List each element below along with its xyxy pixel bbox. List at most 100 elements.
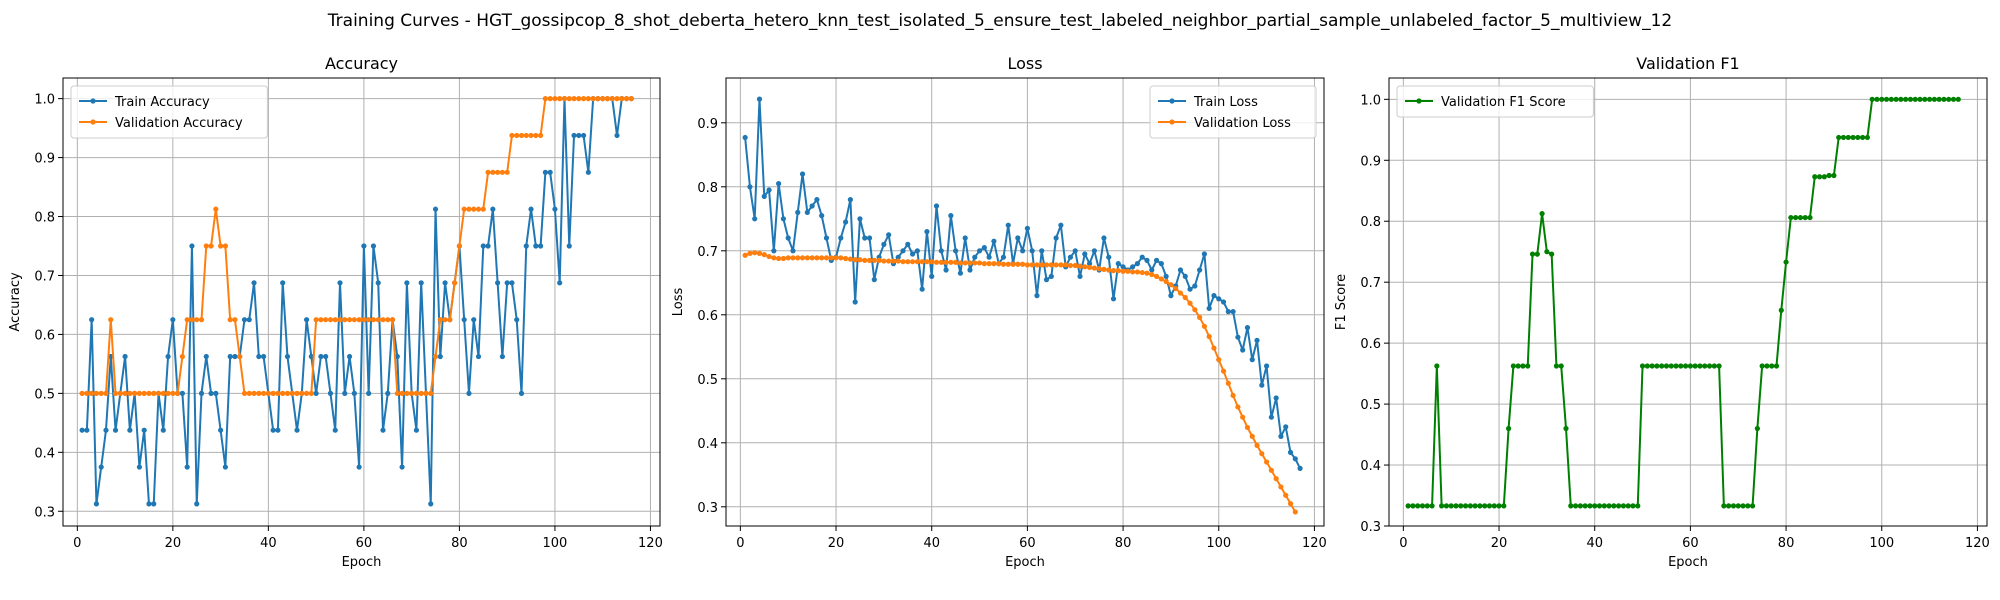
legend-label: Validation Accuracy	[115, 116, 243, 131]
x-tick-label: 80	[1778, 536, 1795, 551]
data-point	[1005, 222, 1011, 228]
data-point	[981, 261, 987, 267]
data-point	[418, 280, 424, 286]
data-point	[1467, 503, 1473, 509]
data-point	[1206, 333, 1212, 340]
data-point	[332, 317, 338, 323]
data-point	[1654, 363, 1660, 369]
data-point	[1936, 96, 1942, 102]
y-tick-label: 0.8	[34, 211, 55, 226]
data-point	[394, 390, 400, 396]
data-point	[600, 96, 606, 102]
data-point	[308, 353, 314, 360]
data-point	[1254, 337, 1260, 343]
data-point	[1802, 214, 1808, 221]
data-point	[1941, 96, 1947, 102]
data-point	[84, 427, 90, 433]
y-tick-label: 0.4	[34, 446, 55, 461]
data-point	[780, 216, 787, 222]
data-point	[1158, 261, 1164, 267]
data-point	[991, 238, 997, 244]
legend-marker	[1416, 98, 1422, 104]
data-point	[1898, 96, 1904, 102]
data-point	[294, 427, 300, 433]
data-point	[437, 317, 443, 323]
data-point	[1244, 424, 1251, 431]
data-point	[1158, 276, 1164, 282]
data-point	[399, 390, 405, 396]
data-point	[418, 390, 424, 396]
data-point	[1139, 269, 1145, 276]
data-point	[1415, 503, 1421, 509]
data-point	[1568, 503, 1574, 509]
data-point	[1539, 211, 1545, 217]
data-point	[557, 96, 563, 102]
data-point	[1730, 503, 1737, 509]
data-point	[136, 390, 143, 396]
data-point	[1769, 363, 1775, 369]
x-tick-label: 120	[638, 536, 663, 551]
data-point	[1491, 503, 1497, 509]
data-point	[1635, 503, 1641, 509]
data-point	[1893, 96, 1899, 102]
data-point	[1563, 425, 1569, 432]
data-point	[976, 260, 983, 266]
data-point	[1472, 503, 1478, 509]
data-point	[1553, 363, 1560, 369]
data-point	[93, 390, 100, 396]
data-point	[1034, 293, 1040, 299]
data-point	[265, 390, 271, 396]
data-point	[905, 241, 911, 247]
data-point	[886, 232, 892, 238]
data-point	[218, 243, 224, 249]
axes-frame	[725, 77, 1325, 527]
data-point	[480, 206, 486, 212]
data-point	[318, 317, 324, 323]
data-point	[1673, 363, 1679, 369]
data-point	[1058, 262, 1064, 268]
data-point	[1086, 261, 1093, 267]
data-point	[1649, 363, 1655, 369]
data-point	[1259, 382, 1265, 388]
data-point	[1278, 433, 1284, 439]
data-point	[256, 353, 262, 360]
data-point	[160, 427, 166, 433]
data-point	[900, 248, 906, 254]
data-point	[1644, 363, 1650, 369]
data-point	[614, 96, 620, 102]
data-point	[1134, 261, 1141, 267]
data-point	[1439, 503, 1445, 509]
series-line	[744, 251, 1297, 513]
data-point	[1860, 134, 1866, 141]
data-point	[461, 317, 467, 323]
x-tick-label: 20	[165, 536, 182, 551]
data-point	[351, 317, 357, 323]
data-point	[1010, 261, 1016, 267]
data-point	[370, 317, 377, 323]
data-point	[1529, 251, 1536, 257]
data-point	[227, 317, 233, 323]
data-point	[256, 390, 262, 396]
data-point	[1015, 235, 1021, 241]
data-point	[466, 390, 472, 396]
data-point	[1749, 503, 1756, 509]
data-point	[1821, 174, 1827, 180]
data-point	[179, 353, 185, 360]
data-point	[1182, 273, 1188, 279]
data-point	[1922, 96, 1928, 102]
data-point	[232, 317, 238, 323]
data-point	[1297, 465, 1303, 471]
data-point	[1292, 456, 1298, 462]
data-point	[1687, 363, 1693, 369]
data-point	[1283, 492, 1289, 498]
data-point	[619, 96, 625, 102]
data-point	[1419, 503, 1426, 509]
data-point	[871, 277, 877, 283]
data-point	[590, 96, 596, 102]
data-point	[1879, 96, 1885, 102]
data-point	[890, 258, 897, 264]
y-tick-label: 1.0	[1360, 93, 1381, 108]
data-point	[561, 96, 568, 102]
data-point	[1000, 261, 1007, 267]
legend-marker	[1169, 98, 1175, 104]
